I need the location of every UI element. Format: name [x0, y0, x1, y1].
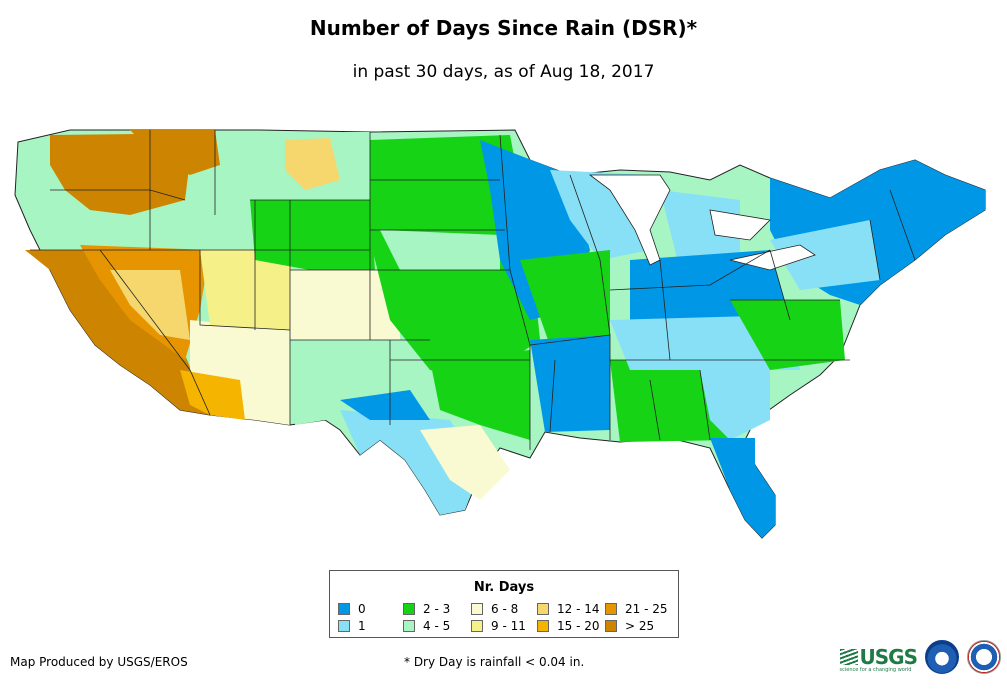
region-wy-green	[250, 200, 375, 270]
usgs-logo: USGS science for a changing world	[839, 645, 918, 673]
region-se-green	[610, 360, 730, 442]
legend-item-6: 12 - 14	[537, 602, 600, 616]
legend-label: 6 - 8	[491, 602, 519, 616]
region-ut-yellow	[200, 250, 295, 330]
region-co-yellow	[290, 270, 400, 340]
legend-swatch	[605, 620, 617, 632]
legend-item-3: 4 - 5	[403, 619, 450, 633]
legend-item-8: 21 - 25	[605, 602, 668, 616]
region-ca-dry	[25, 250, 210, 415]
legend-label: 4 - 5	[423, 619, 451, 633]
legend-swatch	[338, 620, 350, 632]
legend-title: Nr. Days	[473, 580, 535, 595]
legend-label: 21 - 25	[625, 602, 668, 616]
legend-swatch	[537, 620, 549, 632]
region-tx-yellow	[420, 425, 510, 500]
usgs-logo-text: USGS	[859, 645, 918, 669]
legend-swatch	[338, 603, 350, 615]
region-ar-blue	[530, 335, 610, 432]
region-mi-light	[660, 190, 740, 270]
region-il-green	[520, 250, 610, 360]
region-ny-light	[770, 220, 880, 290]
legend-item-4: 6 - 8	[471, 602, 518, 616]
dry-day-note: * Dry Day is rainfall < 0.04 in.	[404, 655, 585, 669]
legend-swatch	[471, 620, 483, 632]
legend-item-0: 0	[338, 602, 366, 616]
legend-item-5: 9 - 11	[471, 619, 526, 633]
legend-swatch	[403, 603, 415, 615]
legend-item-2: 2 - 3	[403, 602, 450, 616]
legend-label: 0	[358, 602, 366, 616]
legend-swatch	[403, 620, 415, 632]
state-borders	[30, 130, 916, 450]
nws-logo	[967, 640, 1001, 674]
usgs-tagline: science for a changing world	[839, 667, 912, 673]
region-ga-light	[700, 370, 770, 440]
region-fl-blue	[710, 438, 775, 538]
legend-item-9: > 25	[605, 619, 654, 633]
map-title: Number of Days Since Rain (DSR)*	[309, 16, 698, 40]
region-mt-yellow	[285, 138, 340, 190]
legend-label: > 25	[625, 619, 655, 633]
legend-swatch	[471, 603, 483, 615]
legend-item-7: 15 - 20	[537, 619, 600, 633]
legend-swatch	[537, 603, 549, 615]
region-nv-yellow	[110, 270, 190, 340]
usgs-wave-icon	[839, 649, 858, 665]
legend-swatch	[605, 603, 617, 615]
legend-label: 1	[358, 619, 366, 633]
agency-logos: USGS science for a changing world	[839, 640, 1001, 674]
region-az-orange	[180, 370, 245, 420]
legend-label: 15 - 20	[557, 619, 600, 633]
region-dakotas-light	[380, 230, 500, 270]
map-subtitle: in past 30 days, as of Aug 18, 2017	[352, 62, 655, 82]
region-tx-blue-2	[340, 390, 430, 420]
legend: Nr. Days 0 1 2 - 3 4 - 5 6 - 8 9 - 11 12…	[329, 570, 679, 638]
noaa-logo	[925, 640, 959, 674]
region-tx-green	[430, 350, 530, 440]
legend-label: 2 - 3	[423, 602, 451, 616]
legend-item-1: 1	[338, 619, 366, 633]
legend-label: 9 - 11	[491, 619, 526, 633]
region-nw-dry-2	[130, 130, 220, 175]
map-credit: Map Produced by USGS/EROS	[10, 655, 188, 669]
us-dsr-map	[14, 129, 986, 539]
legend-label: 12 - 14	[557, 602, 600, 616]
region-va-green	[730, 300, 845, 370]
